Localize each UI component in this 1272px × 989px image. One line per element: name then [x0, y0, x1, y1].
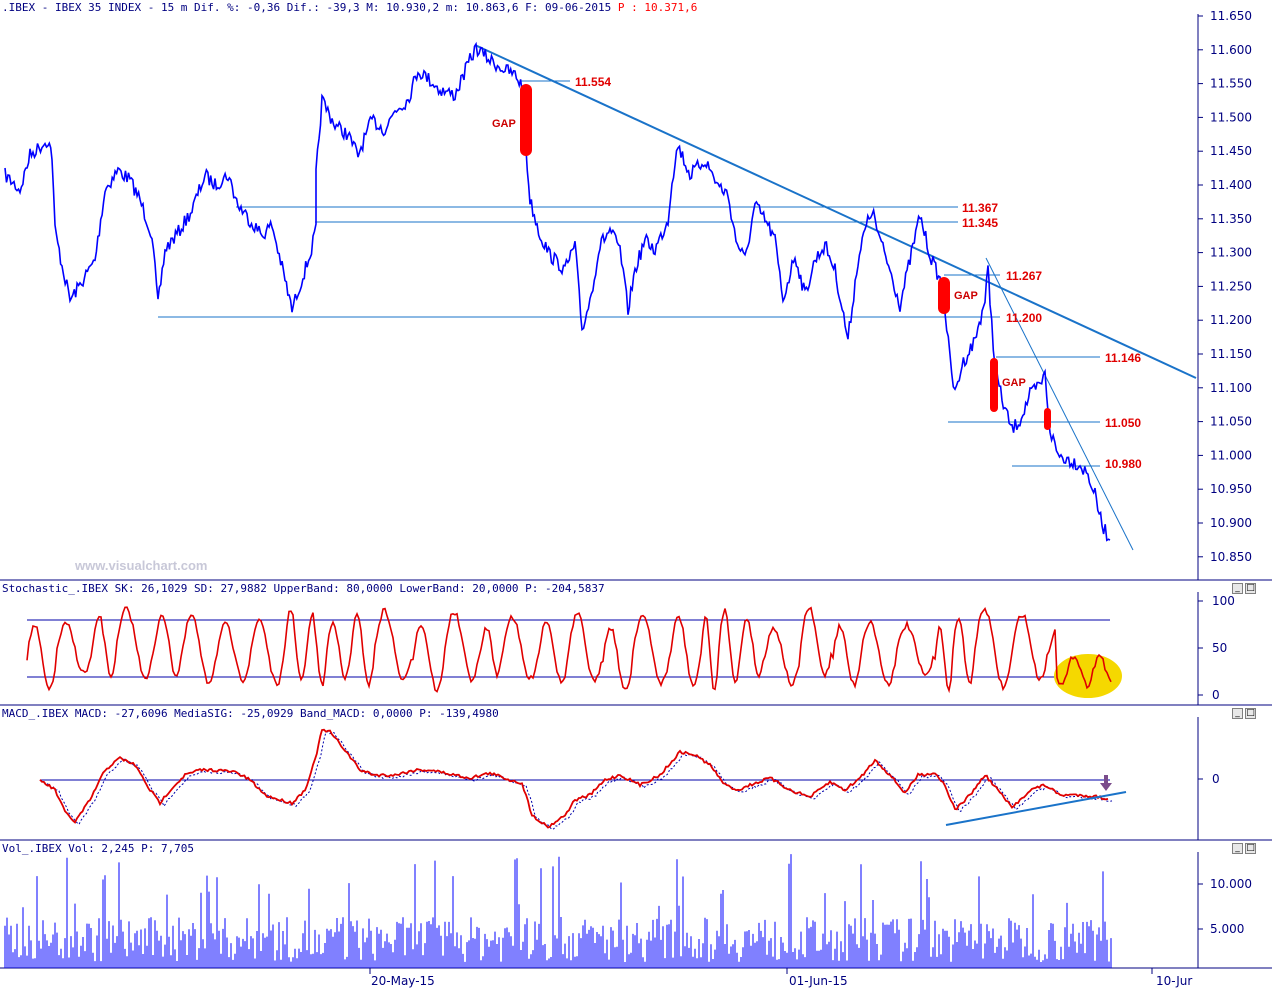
macd-maximize-button[interactable]: □	[1245, 708, 1256, 719]
price-tick-label: 11.550	[1210, 77, 1252, 91]
price-tick-label: 11.450	[1210, 144, 1252, 158]
level-label-11146: 11.146	[1105, 351, 1141, 365]
macd-arrow-icon	[1100, 775, 1112, 791]
macd-divergence-line	[945, 791, 1127, 826]
macd-signal-series	[43, 731, 1113, 831]
date-axis	[369, 968, 1153, 974]
gap-marker-2	[938, 277, 950, 314]
price-axis: 11.650 11.600 11.550 11.500 11.450 11.400 11.3…	[1198, 9, 1252, 564]
stochastic-series	[26, 606, 1112, 694]
gap-marker-4	[1044, 408, 1051, 430]
support-resistance-lines	[158, 80, 1100, 467]
price-tick-label: 11.350	[1210, 212, 1252, 226]
volume-series	[4, 854, 1112, 968]
gap-marker-3	[990, 358, 998, 412]
stochastic-header: Stochastic_.IBEX SK: 26,1029 SD: 27,9882…	[2, 582, 605, 595]
volume-tick-label: 10.000	[1210, 877, 1252, 891]
date-label-01-jun: 01-Jun-15	[789, 974, 848, 988]
trend-lines	[474, 44, 1197, 551]
macd-tick-label: 0	[1212, 772, 1220, 786]
macd-header: MACD_.IBEX MACD: -27,6096 MediaSIG: -25,…	[2, 707, 499, 720]
price-tick-label: 11.600	[1210, 43, 1252, 57]
date-label-20-may: 20-May-15	[371, 974, 435, 988]
gap-markers	[520, 84, 1051, 430]
level-label-11345: 11.345	[962, 216, 998, 230]
gap-marker-1	[520, 84, 532, 156]
price-tick-label: 10.850	[1210, 550, 1252, 564]
main-downtrend-line	[474, 44, 1197, 379]
gap-label-1: GAP	[492, 118, 516, 130]
price-tick-label: 11.100	[1210, 381, 1252, 395]
stoch-highlight	[1054, 654, 1122, 698]
stochastic-axis: 100 50 0	[1198, 594, 1235, 702]
price-tick-label: 11.200	[1210, 313, 1252, 327]
price-tick-label: 11.400	[1210, 178, 1252, 192]
level-label-11267: 11.267	[1006, 269, 1042, 283]
volume-maximize-button[interactable]: □	[1245, 843, 1256, 854]
date-label-10-jun: 10-Jur	[1156, 974, 1192, 988]
macd-series	[39, 728, 1109, 829]
gap-label-2: GAP	[954, 290, 978, 302]
price-tick-label: 10.900	[1210, 516, 1252, 530]
price-tick-label: 11.650	[1210, 9, 1252, 23]
level-label-11200: 11.200	[1006, 311, 1042, 325]
volume-header: Vol_.IBEX Vol: 2,245 P: 7,705	[2, 842, 194, 855]
level-label-11554: 11.554	[575, 75, 611, 89]
stoch-minimize-button[interactable]: _	[1232, 583, 1243, 594]
volume-axis: 10.000 5.000	[1198, 877, 1252, 936]
price-tick-label: 11.250	[1210, 279, 1252, 293]
price-tick-label: 11.300	[1210, 246, 1252, 260]
stoch-tick-label: 100	[1212, 594, 1235, 608]
stoch-tick-label: 0	[1212, 688, 1220, 702]
level-label-11050: 11.050	[1105, 416, 1141, 430]
stochastic-bands	[27, 619, 1110, 678]
price-tick-label: 11.000	[1210, 448, 1252, 462]
macd-minimize-button[interactable]: _	[1232, 708, 1243, 719]
macd-axis: 0	[1198, 772, 1220, 786]
watermark: www.visualchart.com	[74, 558, 207, 573]
price-tick-label: 10.950	[1210, 482, 1252, 496]
price-tick-label: 11.050	[1210, 415, 1252, 429]
volume-tick-label: 5.000	[1210, 922, 1244, 936]
price-series	[4, 41, 1111, 542]
level-label-10980: 10.980	[1105, 457, 1142, 471]
price-header: .IBEX - IBEX 35 INDEX - 15 m Dif. %: -0,…	[2, 1, 697, 14]
stoch-tick-label: 50	[1212, 641, 1227, 655]
level-label-11367: 11.367	[962, 201, 998, 215]
stoch-maximize-button[interactable]: □	[1245, 583, 1256, 594]
panel-frames	[0, 14, 1272, 969]
volume-minimize-button[interactable]: _	[1232, 843, 1243, 854]
gap-label-3: GAP	[1002, 377, 1026, 389]
price-tick-label: 11.500	[1210, 110, 1252, 124]
price-tick-label: 11.150	[1210, 347, 1252, 361]
short-downtrend-line-1	[985, 257, 1134, 551]
